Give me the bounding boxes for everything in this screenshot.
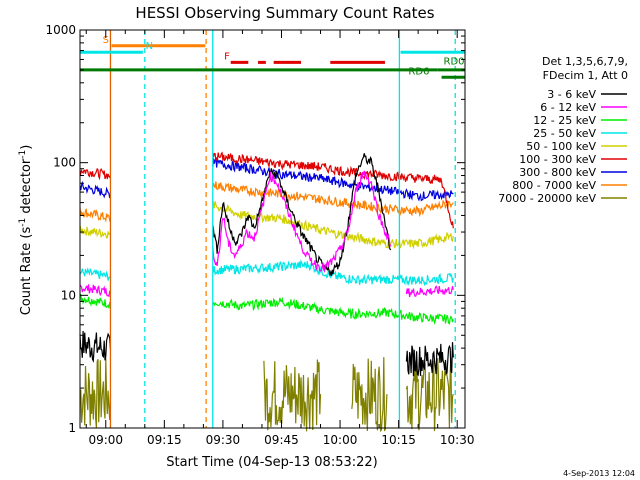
series-line [212,151,454,229]
plot-frame [79,29,466,429]
legend-label: 7000 - 20000 keV [498,192,596,205]
y-tick-label: 1000 [45,23,76,37]
legend-label: 6 - 12 keV [540,101,596,114]
y-axis-label-main: Count Rate (s [19,227,34,316]
y-axis-label: Count Rate (s-1 detector-1) [18,145,34,316]
series-line [212,170,392,273]
series-line [79,180,112,199]
y-tick-label: 10 [61,288,76,302]
series-line [79,284,111,298]
legend-label: 50 - 100 keV [526,140,596,153]
x-axis-label: Start Time (04-Sep-13 08:53:22) [166,455,377,470]
y-axis-label-end: ) [19,145,34,150]
x-tick-label: 09:45 [264,433,299,447]
flag-label: S [103,35,109,46]
series-layer [79,151,454,433]
series-line [79,358,112,428]
series-line [212,181,454,218]
legend-label: 300 - 800 keV [519,166,596,179]
axis-layer: 09:00 09:15 09:30 09:45 10:00 10:15 10:30 1 10 10… [45,23,474,447]
legend-header-2: FDecim 1, Att 0 [543,69,628,82]
series-line [351,357,388,433]
flag-label: F [224,51,230,62]
flag-label: N [146,41,153,52]
x-tick-label: 09:00 [88,433,123,447]
series-line [79,167,112,181]
series-line [79,330,112,363]
flag-layer: S N F RD0 RD6 [80,35,465,79]
series-line [79,267,111,281]
chart-title: HESSI Observing Summary Count Rates [135,4,434,22]
legend-label: 800 - 7000 keV [512,179,596,192]
y-axis-label-sup2: -1 [18,150,28,159]
flag-label: RD6 [408,66,429,77]
series-line [405,357,454,432]
series-line [263,359,322,432]
series-line [79,207,112,223]
x-tick-label: 10:30 [440,433,475,447]
x-tick-label: 09:30 [206,433,241,447]
x-tick-label: 10:15 [381,433,416,447]
y-tick-label: 1 [68,421,76,435]
x-tick-label: 10:00 [323,433,358,447]
series-line [212,153,392,277]
series-line [79,294,111,309]
y-axis-label-sup1: -1 [18,218,28,227]
y-axis-label-mid: detector [19,158,34,218]
legend-label: 12 - 25 keV [533,114,596,127]
series-line [405,342,454,377]
series-line [212,156,454,202]
series-line [79,225,111,239]
timestamp: 4-Sep-2013 12:04 [563,469,635,478]
legend-label: 100 - 300 keV [519,153,596,166]
flag-label: RD0 [444,57,465,68]
series-line [405,284,454,298]
legend-label: 3 - 6 keV [547,88,596,101]
legend-header-1: Det 1,3,5,6,7,9, [542,55,628,68]
x-tick-label: 09:15 [147,433,182,447]
vline-layer [109,30,456,428]
series-line [212,296,454,325]
y-tick-label: 100 [53,156,76,170]
legend-label: 25 - 50 keV [533,127,596,140]
legend: Det 1,3,5,6,7,9, FDecim 1, Att 0 3 - 6 k… [498,55,628,205]
series-line [212,201,454,250]
